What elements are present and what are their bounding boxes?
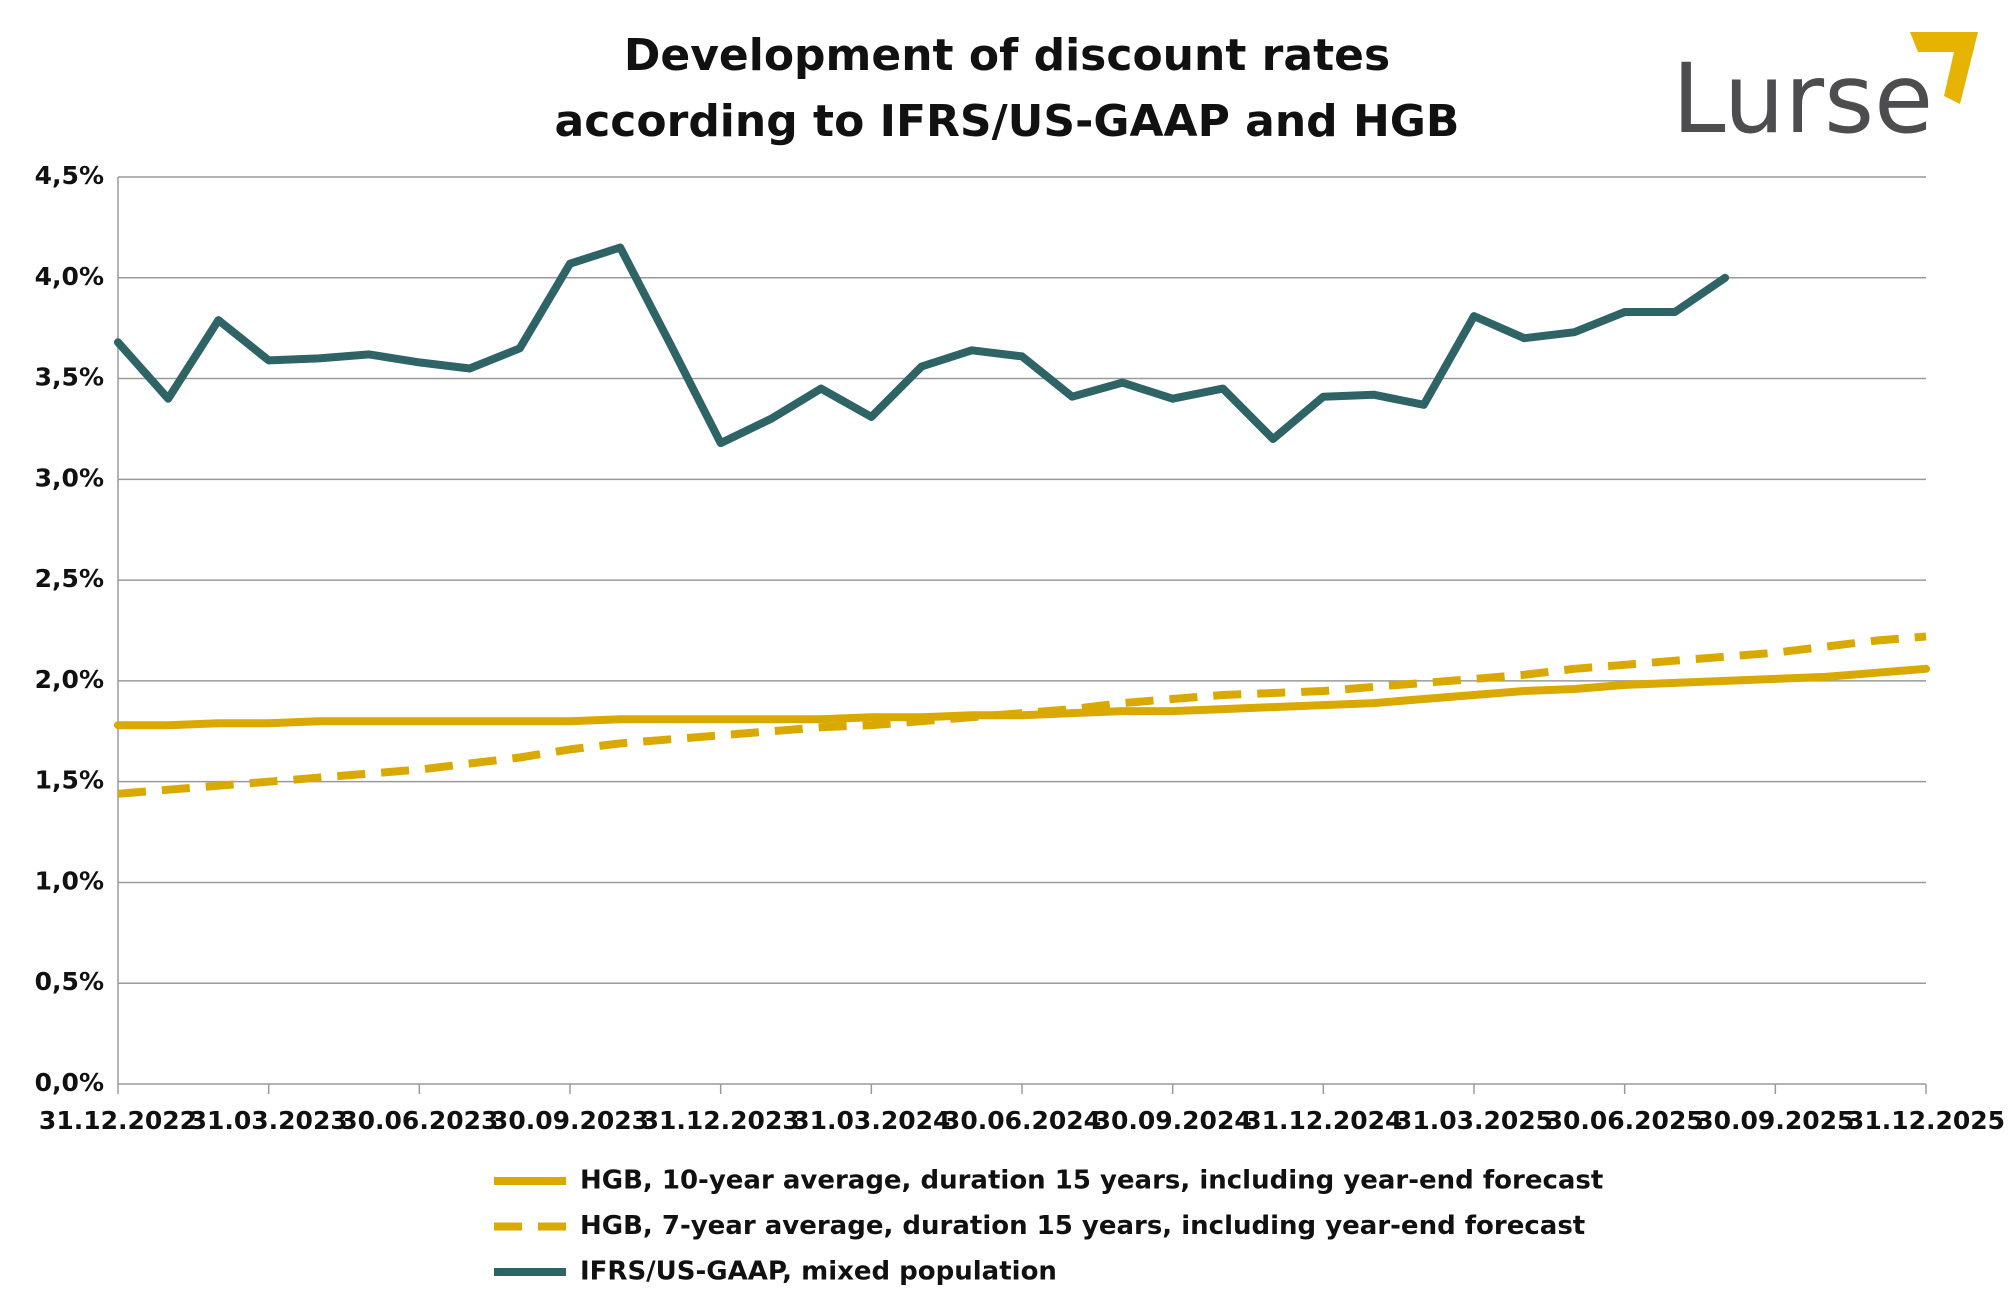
series-line bbox=[117, 632, 1927, 798]
x-tick-label: 31.12.2025 bbox=[1847, 1106, 2005, 1135]
x-tick-label: 31.03.2024 bbox=[792, 1106, 950, 1135]
series-line bbox=[114, 243, 1730, 448]
y-tick-label: 3,0% bbox=[35, 463, 104, 492]
y-tick-label: 2,0% bbox=[35, 665, 104, 694]
legend-label: HGB, 10-year average, duration 15 years,… bbox=[580, 1166, 1603, 1196]
x-tick-label: 31.12.2023 bbox=[642, 1106, 800, 1135]
x-tick-label: 31.12.2022 bbox=[39, 1106, 197, 1135]
logo: Lurse bbox=[1672, 43, 1933, 155]
x-tick-label: 31.12.2024 bbox=[1244, 1106, 1402, 1135]
x-tick-label: 30.06.2024 bbox=[943, 1106, 1101, 1135]
x-tick-label: 31.03.2025 bbox=[1395, 1106, 1553, 1135]
y-tick-label: 1,0% bbox=[35, 866, 104, 895]
chart-title: according to IFRS/US-GAAP and HGB bbox=[555, 96, 1460, 147]
logo-mark bbox=[1910, 32, 1978, 104]
y-tick-label: 1,5% bbox=[35, 766, 104, 795]
x-tick-label: 30.09.2025 bbox=[1696, 1106, 1854, 1135]
y-tick-label: 4,5% bbox=[35, 161, 104, 190]
x-tick-label: 30.06.2025 bbox=[1546, 1106, 1704, 1135]
y-tick-label: 4,0% bbox=[35, 262, 104, 291]
legend-label: IFRS/US-GAAP, mixed population bbox=[580, 1257, 1057, 1287]
legend-label: HGB, 7-year average, duration 15 years, … bbox=[580, 1211, 1585, 1241]
y-tick-label: 2,5% bbox=[35, 564, 104, 593]
x-tick-label: 30.09.2023 bbox=[491, 1106, 649, 1135]
x-tick-label: 30.06.2023 bbox=[340, 1106, 498, 1135]
chart-title: Development of discount rates bbox=[624, 30, 1390, 81]
y-tick-label: 0,5% bbox=[35, 967, 104, 996]
x-tick-label: 31.03.2023 bbox=[190, 1106, 348, 1135]
x-tick-label: 30.09.2024 bbox=[1094, 1106, 1252, 1135]
y-tick-label: 3,5% bbox=[35, 363, 104, 392]
y-tick-label: 0,0% bbox=[35, 1068, 104, 1097]
